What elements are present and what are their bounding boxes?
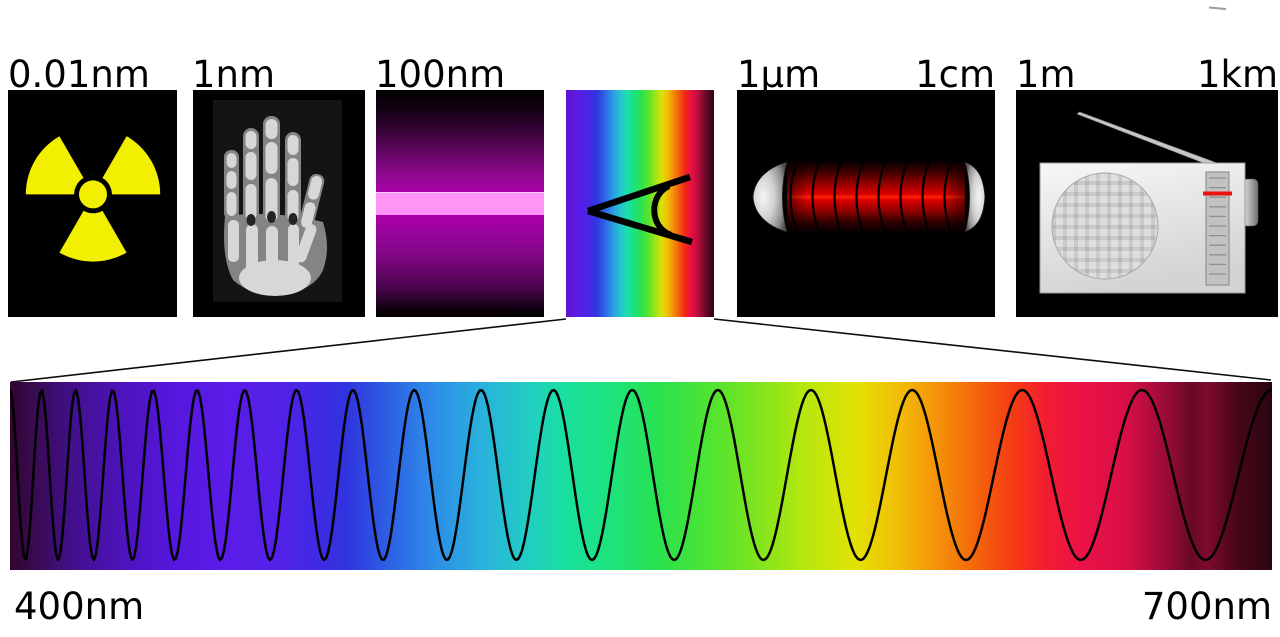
wave-path: [10, 388, 1272, 562]
uv-panel: [376, 90, 544, 317]
knuckle-holes: [246, 211, 298, 226]
uv-beam: [376, 192, 544, 215]
strip-wavelength-label-right: 700nm: [1141, 585, 1272, 628]
stray-line-artifact: [1208, 6, 1227, 10]
eye-lower-lid: [587, 207, 693, 246]
visible-spectrum-strip: [10, 382, 1272, 570]
trefoil-blade: [102, 136, 161, 195]
gamma-wavelength-label: 0.01nm: [8, 53, 150, 96]
infrared-wavelength-label-left: 1μm: [737, 53, 821, 96]
radiation-trefoil-icon: [25, 136, 161, 262]
strip-wavelength-label-left: 400nm: [14, 585, 145, 628]
radio-wavelength-label-right: 1km: [1196, 53, 1278, 96]
hand-bones: [226, 119, 323, 296]
visible-light-panel: [566, 90, 714, 317]
light-wave: [10, 388, 1272, 562]
eye-iris-arc: [651, 183, 673, 238]
xray-hand-icon: [213, 100, 342, 302]
infrared-panel: [737, 90, 995, 317]
heating-element-icon: [752, 161, 986, 233]
infrared-wavelength-label-right: 1cm: [915, 53, 995, 96]
radio-receiver-icon: [1039, 111, 1259, 294]
zoom-connector-left: [10, 318, 567, 383]
eye-icon: [586, 173, 693, 246]
xray-panel: [193, 90, 365, 317]
eye-upper-lid: [586, 173, 692, 215]
gamma-panel: [8, 90, 177, 317]
element-cap-left: [752, 161, 788, 233]
tuning-dial: [1205, 171, 1230, 286]
tuner-ticks: [1209, 177, 1226, 275]
trefoil-blade: [59, 210, 127, 262]
uv-wavelength-label: 100nm: [375, 53, 506, 96]
speaker-grille: [1051, 172, 1159, 280]
radio-wavelength-label-left: 1m: [1016, 53, 1076, 96]
trefoil-blade: [25, 136, 84, 195]
xray-wavelength-label: 1nm: [192, 53, 276, 96]
radio-panel: [1016, 90, 1278, 317]
element-cap-right: [964, 161, 986, 233]
dial-marker: [1203, 191, 1232, 196]
zoom-connector-right: [713, 318, 1272, 381]
